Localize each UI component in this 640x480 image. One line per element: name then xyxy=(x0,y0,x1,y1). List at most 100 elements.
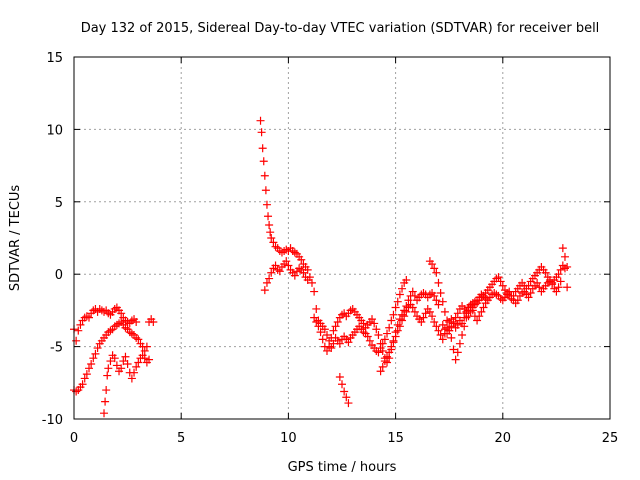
data-point xyxy=(297,255,306,264)
data-point xyxy=(436,331,445,340)
series-segment-d xyxy=(256,116,411,357)
data-point xyxy=(327,333,336,342)
data-point xyxy=(140,346,149,355)
data-point xyxy=(455,339,464,348)
data-point xyxy=(123,359,132,368)
data-point xyxy=(342,393,351,402)
data-point xyxy=(378,362,387,371)
data-point xyxy=(117,364,126,373)
data-point xyxy=(404,296,413,305)
data-point xyxy=(264,212,273,221)
data-point xyxy=(558,244,567,253)
data-point xyxy=(554,270,563,279)
data-point xyxy=(447,322,456,331)
data-point xyxy=(432,322,441,331)
data-point xyxy=(473,316,482,325)
data-point xyxy=(72,336,81,345)
data-point xyxy=(438,320,447,329)
data-point xyxy=(140,354,149,363)
data-point xyxy=(106,357,115,366)
data-point xyxy=(387,342,396,351)
data-point xyxy=(344,338,353,347)
data-point xyxy=(524,281,533,290)
data-point xyxy=(393,297,402,306)
data-point xyxy=(425,307,434,316)
data-point xyxy=(496,277,505,286)
data-point xyxy=(262,278,271,287)
data-point xyxy=(132,362,141,371)
data-point xyxy=(262,200,271,209)
series-segment-h xyxy=(376,290,490,376)
data-point xyxy=(533,278,542,287)
data-point xyxy=(408,303,417,312)
data-point xyxy=(374,348,383,357)
chart-title: Day 132 of 2015, Sidereal Day-to-day VTE… xyxy=(81,21,600,36)
data-point xyxy=(80,374,89,383)
data-point xyxy=(543,273,552,282)
data-point xyxy=(389,310,398,319)
data-point xyxy=(509,291,518,300)
data-point xyxy=(335,339,344,348)
data-point xyxy=(443,316,452,325)
data-point xyxy=(498,281,507,290)
data-point xyxy=(89,354,98,363)
data-point xyxy=(460,322,469,331)
data-point xyxy=(257,128,266,137)
data-point xyxy=(119,357,128,366)
data-point xyxy=(383,352,392,361)
data-point xyxy=(526,289,535,298)
data-point xyxy=(271,261,280,270)
axis-ticks xyxy=(73,56,611,420)
data-point xyxy=(440,307,449,316)
y-tick-label: 5 xyxy=(55,196,63,211)
plot-frame xyxy=(73,56,611,420)
grid-lines xyxy=(74,57,610,419)
data-point xyxy=(380,357,389,366)
data-point xyxy=(432,296,441,305)
data-point xyxy=(104,364,113,373)
data-point xyxy=(271,242,280,251)
data-point xyxy=(434,278,443,287)
data-point xyxy=(284,261,293,270)
x-tick-label: 0 xyxy=(70,431,78,446)
data-point xyxy=(432,268,441,277)
y-tick-label: 10 xyxy=(46,123,63,138)
data-point xyxy=(430,264,439,273)
x-tick-label: 10 xyxy=(280,431,297,446)
x-tick-label: 5 xyxy=(177,431,185,446)
data-point xyxy=(554,283,563,292)
data-point xyxy=(395,322,404,331)
data-point xyxy=(103,371,112,380)
data-point xyxy=(76,320,85,329)
data-point xyxy=(428,260,437,269)
data-point xyxy=(100,409,109,418)
series-segment-g xyxy=(335,373,353,408)
data-point xyxy=(318,335,327,344)
data-point xyxy=(269,238,278,247)
y-axis-label: SDTVAR / TECUs xyxy=(8,185,23,292)
data-point xyxy=(307,278,316,287)
data-point xyxy=(449,345,458,354)
data-point xyxy=(267,268,276,277)
data-point xyxy=(260,286,269,295)
data-point xyxy=(149,317,158,326)
data-point xyxy=(430,291,439,300)
series-segment-a xyxy=(70,303,141,345)
data-point xyxy=(74,326,83,335)
data-point xyxy=(265,274,274,283)
data-point xyxy=(312,304,321,313)
data-point xyxy=(419,289,428,298)
data-point xyxy=(453,320,462,329)
data-point xyxy=(359,319,368,328)
data-point xyxy=(402,275,411,284)
data-point xyxy=(389,338,398,347)
data-point xyxy=(368,315,377,324)
data-point xyxy=(322,331,331,340)
data-point xyxy=(374,331,383,340)
data-point xyxy=(398,316,407,325)
data-point xyxy=(445,326,454,335)
data-point xyxy=(142,342,151,351)
data-point xyxy=(370,319,379,328)
data-point xyxy=(258,144,267,153)
data-point xyxy=(563,283,572,292)
